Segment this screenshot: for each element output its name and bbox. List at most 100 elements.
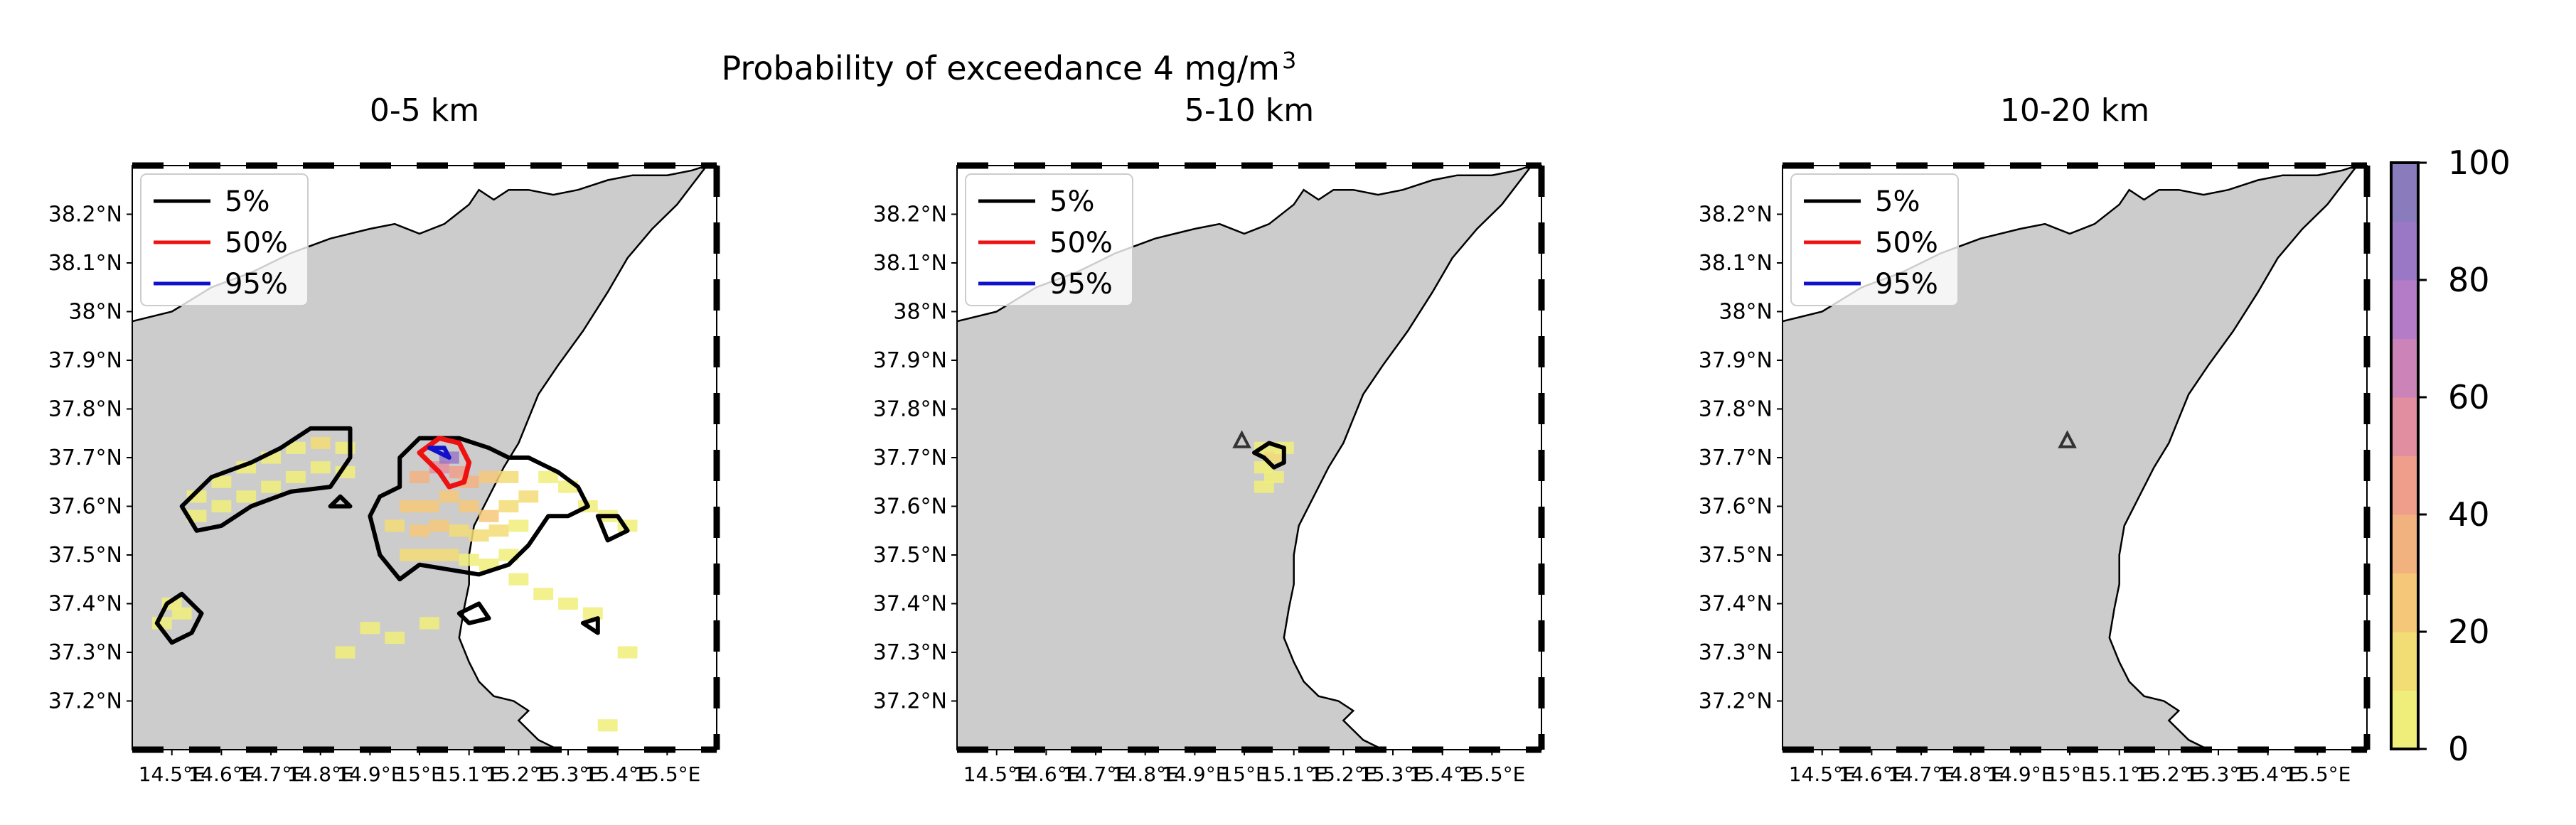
probability-cell xyxy=(439,549,459,561)
colorbar-segment xyxy=(2391,338,2418,398)
probability-cell xyxy=(508,573,529,586)
colorbar-frame xyxy=(2390,161,2420,750)
panel-title: 10-20 km xyxy=(2000,92,2149,129)
ytick-label: 38°N xyxy=(893,300,947,325)
coastline xyxy=(957,166,1533,750)
xtick-label: 14.8°E xyxy=(1938,762,2004,786)
xtick-label: 14.7°E xyxy=(1062,762,1129,786)
ytick-label: 37.8°N xyxy=(48,397,122,422)
legend-label: 95% xyxy=(1875,268,1938,301)
probability-cell xyxy=(439,490,459,503)
legend-box xyxy=(140,173,309,306)
xtick-label: 15.3°E xyxy=(1359,762,1426,786)
probability-cell xyxy=(459,554,479,566)
probability-cell xyxy=(211,500,232,513)
xtick-label: 14.6°E xyxy=(188,762,255,786)
ytick-label: 38.1°N xyxy=(1699,251,1773,276)
contour-5pct xyxy=(179,426,353,533)
colorbar-tick-label: 40 xyxy=(2448,495,2490,534)
probability-cell xyxy=(261,480,281,493)
xtick-label: 14.8°E xyxy=(287,762,354,786)
xtick-label: 14.9°E xyxy=(336,762,403,786)
probability-cell xyxy=(449,524,469,537)
ytick-label: 37.2°N xyxy=(873,689,947,714)
ytick-label: 37.7°N xyxy=(1699,446,1773,470)
contour-5pct xyxy=(456,601,491,625)
colorbar-segment xyxy=(2391,280,2418,339)
ytick-label: 37.9°N xyxy=(1699,348,1773,373)
colorbar-tick-label: 60 xyxy=(2448,378,2490,416)
probability-cell xyxy=(419,549,439,561)
ytick-label: 37.3°N xyxy=(873,640,947,665)
contour-95pct xyxy=(427,446,451,460)
probability-cell xyxy=(558,597,578,610)
ytick-label: 37.8°N xyxy=(873,397,947,422)
probability-cell xyxy=(419,617,439,630)
ytick-label: 38.1°N xyxy=(873,251,947,276)
ytick-label: 37.9°N xyxy=(873,348,947,373)
probability-cell xyxy=(429,519,449,532)
colorbar-segment xyxy=(2391,221,2418,281)
xtick-label: 15.2°E xyxy=(1310,762,1377,786)
legend-label: 50% xyxy=(225,227,288,259)
legend-label: 50% xyxy=(1875,227,1938,259)
probability-cell xyxy=(597,719,618,732)
legend-box xyxy=(965,173,1133,306)
ytick-label: 37.7°N xyxy=(873,446,947,470)
map-panel-2: 5-10 km 38.2°N 38.1°N 38°N 37.9°N 37.8°N 37.7°… xyxy=(873,92,1545,786)
ytick-label: 37.8°N xyxy=(1699,397,1773,422)
ytick-label: 37.4°N xyxy=(48,592,122,617)
ytick-label: 37.3°N xyxy=(48,640,122,665)
colorbar-segment xyxy=(2391,455,2418,515)
xtick-label: 14.6°E xyxy=(1838,762,1905,786)
probability-cell xyxy=(488,524,509,537)
xtick-label: 15°E xyxy=(1220,762,1268,786)
xtick-label: 15.4°E xyxy=(2235,762,2302,786)
probability-cell xyxy=(400,549,420,561)
xtick-label: 14.7°E xyxy=(1888,762,1955,786)
probability-cell xyxy=(1263,470,1284,483)
probability-cell xyxy=(459,500,479,513)
xtick-label: 14.9°E xyxy=(1987,762,2053,786)
coastline xyxy=(132,166,708,750)
contour-50pct xyxy=(417,436,472,490)
probability-cell xyxy=(310,436,331,450)
ytick-label: 37.2°N xyxy=(48,689,122,714)
probability-cell xyxy=(385,519,405,532)
ytick-label: 38.2°N xyxy=(48,203,122,227)
xtick-label: 15.5°E xyxy=(634,762,700,786)
ytick-label: 38.1°N xyxy=(48,251,122,276)
colorbar-tick-label: 20 xyxy=(2448,613,2490,651)
probability-cell xyxy=(518,490,539,503)
legend-label: 5% xyxy=(1875,185,1920,218)
probability-cell xyxy=(508,519,529,532)
xtick-label: 15.4°E xyxy=(584,762,651,786)
land-area xyxy=(957,166,1532,750)
ytick-label: 37.5°N xyxy=(1699,543,1773,568)
legend-label: 5% xyxy=(225,185,269,218)
xtick-label: 15.4°E xyxy=(1409,762,1476,786)
xtick-label: 15.1°E xyxy=(2086,762,2153,786)
ytick-label: 38.2°N xyxy=(873,203,947,227)
colorbar-segment xyxy=(2391,397,2418,456)
legend: 5% 50% 95% xyxy=(1790,173,1959,306)
probability-cell xyxy=(479,509,499,522)
contour-5pct xyxy=(154,591,204,645)
legend-box xyxy=(1790,173,1959,306)
colorbar-segment xyxy=(2391,690,2418,750)
ytick-label: 37.4°N xyxy=(1699,592,1773,617)
xtick-label: 15.3°E xyxy=(535,762,602,786)
probability-cell xyxy=(479,470,499,483)
ytick-label: 38.2°N xyxy=(1699,203,1773,227)
contour-5pct xyxy=(368,436,590,582)
legend-label: 50% xyxy=(1049,227,1113,259)
xtick-label: 14.5°E xyxy=(139,762,205,786)
ytick-label: 37.3°N xyxy=(1699,640,1773,665)
legend: 5% 50% 95% xyxy=(965,173,1133,306)
ytick-label: 37.6°N xyxy=(873,495,947,519)
probability-cell xyxy=(385,631,405,645)
vent-triangle-icon xyxy=(1232,430,1251,448)
probability-cell xyxy=(498,500,519,513)
xtick-label: 15.2°E xyxy=(2135,762,2202,786)
ytick-label: 37.6°N xyxy=(1699,495,1773,519)
